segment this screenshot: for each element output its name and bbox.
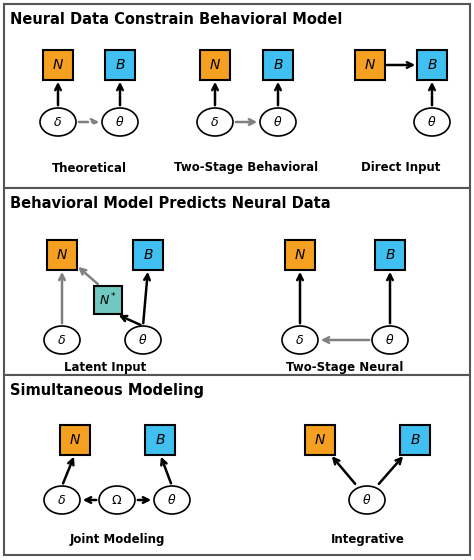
FancyBboxPatch shape bbox=[43, 50, 73, 80]
Text: $\delta$: $\delta$ bbox=[54, 115, 63, 128]
Text: $\delta$: $\delta$ bbox=[295, 334, 304, 347]
Ellipse shape bbox=[282, 326, 318, 354]
Text: Two-Stage Neural: Two-Stage Neural bbox=[286, 362, 404, 375]
FancyBboxPatch shape bbox=[60, 425, 90, 455]
Ellipse shape bbox=[260, 108, 296, 136]
Ellipse shape bbox=[44, 326, 80, 354]
Text: Theoretical: Theoretical bbox=[52, 161, 127, 175]
Text: $B$: $B$ bbox=[115, 58, 125, 72]
Bar bbox=[4, 4, 470, 188]
Text: Behavioral Model Predicts Neural Data: Behavioral Model Predicts Neural Data bbox=[10, 196, 331, 211]
Text: $B$: $B$ bbox=[427, 58, 438, 72]
Text: $\theta$: $\theta$ bbox=[427, 115, 437, 129]
Text: Direct Input: Direct Input bbox=[361, 161, 441, 175]
FancyBboxPatch shape bbox=[200, 50, 230, 80]
FancyBboxPatch shape bbox=[305, 425, 335, 455]
Text: $B$: $B$ bbox=[410, 433, 420, 447]
FancyBboxPatch shape bbox=[133, 240, 163, 270]
Text: $N$: $N$ bbox=[294, 248, 306, 262]
Bar bbox=[4, 375, 470, 555]
Ellipse shape bbox=[40, 108, 76, 136]
Ellipse shape bbox=[349, 486, 385, 514]
Text: $B$: $B$ bbox=[273, 58, 283, 72]
FancyBboxPatch shape bbox=[94, 286, 122, 314]
FancyBboxPatch shape bbox=[105, 50, 135, 80]
Bar bbox=[4, 188, 470, 375]
Text: $\theta$: $\theta$ bbox=[167, 493, 177, 507]
Ellipse shape bbox=[102, 108, 138, 136]
FancyBboxPatch shape bbox=[285, 240, 315, 270]
Text: $B$: $B$ bbox=[143, 248, 153, 262]
Text: $\theta$: $\theta$ bbox=[385, 333, 395, 347]
Ellipse shape bbox=[372, 326, 408, 354]
Text: Joint Modeling: Joint Modeling bbox=[70, 534, 165, 547]
Text: $\delta$: $\delta$ bbox=[57, 493, 66, 506]
FancyBboxPatch shape bbox=[47, 240, 77, 270]
Ellipse shape bbox=[44, 486, 80, 514]
Text: $N^*$: $N^*$ bbox=[99, 292, 117, 309]
FancyBboxPatch shape bbox=[375, 240, 405, 270]
Ellipse shape bbox=[414, 108, 450, 136]
Text: $\Omega$: $\Omega$ bbox=[111, 493, 123, 506]
FancyBboxPatch shape bbox=[355, 50, 385, 80]
Text: $\theta$: $\theta$ bbox=[115, 115, 125, 129]
Text: $B$: $B$ bbox=[155, 433, 165, 447]
Text: $N$: $N$ bbox=[52, 58, 64, 72]
Ellipse shape bbox=[99, 486, 135, 514]
Text: Integrative: Integrative bbox=[330, 534, 404, 547]
Text: Latent Input: Latent Input bbox=[64, 362, 146, 375]
Text: $B$: $B$ bbox=[385, 248, 395, 262]
Text: Two-Stage Behavioral: Two-Stage Behavioral bbox=[174, 161, 319, 175]
FancyBboxPatch shape bbox=[263, 50, 293, 80]
Text: $N$: $N$ bbox=[364, 58, 376, 72]
Text: $\delta$: $\delta$ bbox=[57, 334, 66, 347]
FancyBboxPatch shape bbox=[145, 425, 175, 455]
Text: $N$: $N$ bbox=[314, 433, 326, 447]
Text: $N$: $N$ bbox=[209, 58, 221, 72]
Text: $N$: $N$ bbox=[69, 433, 81, 447]
FancyBboxPatch shape bbox=[400, 425, 430, 455]
Text: $N$: $N$ bbox=[56, 248, 68, 262]
Ellipse shape bbox=[154, 486, 190, 514]
Ellipse shape bbox=[125, 326, 161, 354]
Text: $\theta$: $\theta$ bbox=[362, 493, 372, 507]
Ellipse shape bbox=[197, 108, 233, 136]
Text: $\delta$: $\delta$ bbox=[210, 115, 219, 128]
Text: $\theta$: $\theta$ bbox=[273, 115, 283, 129]
FancyBboxPatch shape bbox=[417, 50, 447, 80]
Text: Neural Data Constrain Behavioral Model: Neural Data Constrain Behavioral Model bbox=[10, 12, 342, 27]
Text: Simultaneous Modeling: Simultaneous Modeling bbox=[10, 383, 204, 398]
Text: $\theta$: $\theta$ bbox=[138, 333, 148, 347]
